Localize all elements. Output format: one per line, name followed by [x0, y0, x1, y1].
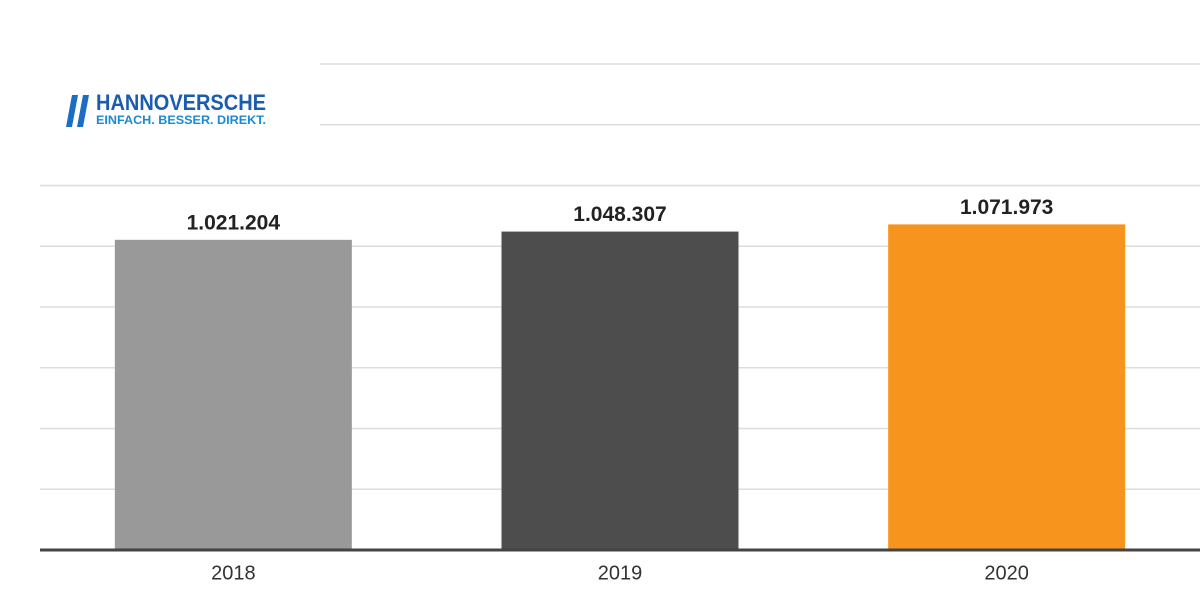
x-tick-label: 2019 — [598, 562, 643, 584]
value-label: 1.021.204 — [187, 211, 281, 234]
x-tick-label: 2020 — [984, 562, 1029, 584]
value-label: 1.048.307 — [573, 203, 666, 226]
logo-name: HANNOVERSCHE — [96, 90, 266, 115]
bar — [888, 224, 1126, 551]
bar — [114, 239, 352, 551]
logo-tagline: EINFACH. BESSER. DIREKT. — [96, 113, 266, 127]
logo: HANNOVERSCHE EINFACH. BESSER. DIREKT. — [66, 90, 266, 127]
x-tick-label: 2018 — [211, 562, 256, 584]
bar — [501, 231, 739, 550]
logo-slash — [77, 95, 89, 127]
value-label: 1.071.973 — [960, 196, 1053, 219]
logo-slash — [66, 95, 78, 127]
